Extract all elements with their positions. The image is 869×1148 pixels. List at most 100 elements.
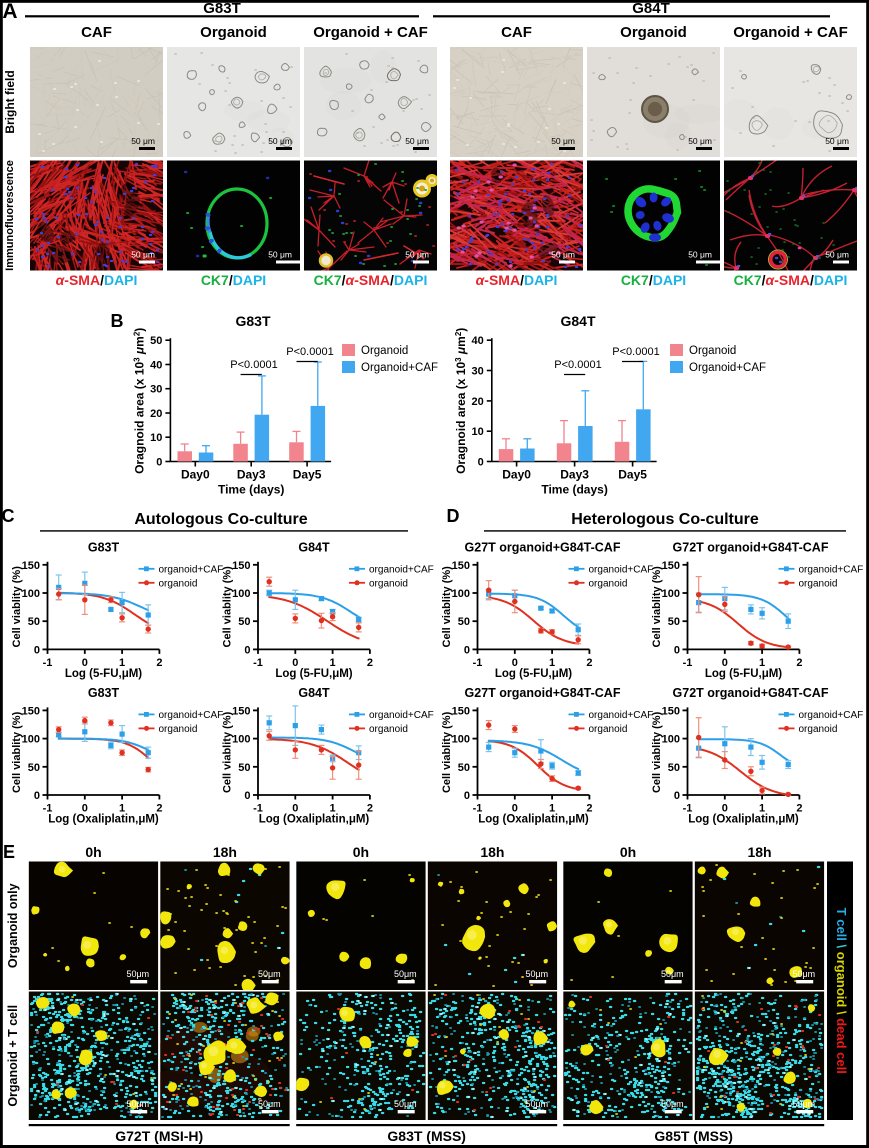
- svg-text:0: 0: [722, 803, 728, 815]
- svg-text:Autologous Co-culture: Autologous Co-culture: [134, 511, 307, 528]
- svg-text:G83T (MSS): G83T (MSS): [387, 1128, 466, 1144]
- svg-text:0: 0: [292, 803, 298, 815]
- svg-text:50 μm: 50 μm: [551, 136, 575, 146]
- svg-text:organoid+CAF: organoid+CAF: [159, 564, 224, 575]
- svg-text:Organoid + CAF: Organoid + CAF: [733, 24, 848, 41]
- svg-text:P<0.0001: P<0.0001: [286, 346, 333, 358]
- svg-text:Bright field: Bright field: [3, 70, 17, 133]
- svg-text:-1: -1: [683, 657, 693, 669]
- svg-text:50 μm: 50 μm: [268, 136, 292, 146]
- svg-text:G72T (MSI-H): G72T (MSI-H): [115, 1128, 203, 1144]
- svg-text:Day0: Day0: [181, 468, 210, 482]
- svg-text:Cell viablity (%): Cell viablity (%): [651, 711, 663, 793]
- svg-text:Log (Oxaliplatin,μM): Log (Oxaliplatin,μM): [48, 814, 159, 826]
- svg-text:50 μm: 50 μm: [131, 250, 155, 260]
- svg-text:0: 0: [244, 790, 250, 802]
- svg-text:50μm: 50μm: [792, 969, 815, 979]
- svg-text:50 μm: 50 μm: [551, 250, 575, 260]
- svg-text:150: 150: [662, 560, 680, 572]
- svg-text:0: 0: [478, 457, 484, 469]
- svg-text:organoid+CAF: organoid+CAF: [369, 710, 434, 721]
- svg-text:G27T organoid+G84T-CAF: G27T organoid+G84T-CAF: [465, 686, 621, 700]
- svg-text:-1: -1: [473, 657, 483, 669]
- svg-text:2: 2: [156, 657, 162, 669]
- svg-text:G84T: G84T: [560, 313, 595, 329]
- svg-text:20: 20: [472, 396, 484, 408]
- svg-text:30: 30: [150, 384, 162, 396]
- svg-text:18h: 18h: [213, 844, 237, 860]
- svg-text:1: 1: [119, 657, 125, 669]
- svg-text:1: 1: [330, 803, 336, 815]
- svg-text:100: 100: [232, 734, 250, 746]
- svg-text:Cell viablity (%): Cell viablity (%): [222, 711, 234, 793]
- svg-text:organoid+CAF: organoid+CAF: [369, 564, 434, 575]
- svg-text:30: 30: [472, 366, 484, 378]
- svg-text:0: 0: [82, 657, 88, 669]
- svg-text:organoid: organoid: [369, 724, 408, 735]
- svg-text:Organoid: Organoid: [200, 24, 267, 41]
- svg-text:CK7/DAPI: CK7/DAPI: [621, 272, 686, 288]
- svg-text:50 μm: 50 μm: [131, 136, 155, 146]
- svg-text:T cell \ organoid \ dead cell: T cell \ organoid \ dead cell: [834, 908, 849, 1074]
- svg-text:E: E: [3, 842, 15, 862]
- svg-text:G84T: G84T: [298, 686, 330, 700]
- svg-text:0: 0: [34, 790, 40, 802]
- svg-text:CAF: CAF: [81, 24, 112, 41]
- svg-text:Oragnoid area (x 103 μm2): Oragnoid area (x 103 μm2): [132, 328, 147, 474]
- svg-text:P<0.0001: P<0.0001: [554, 359, 601, 371]
- svg-text:0: 0: [34, 644, 40, 656]
- svg-text:2: 2: [796, 657, 802, 669]
- svg-text:Day5: Day5: [618, 468, 647, 482]
- svg-text:Log (Oxaliplatin,μM): Log (Oxaliplatin,μM): [688, 814, 799, 826]
- svg-text:Log (5-FU,μM): Log (5-FU,μM): [275, 668, 352, 680]
- svg-text:2: 2: [586, 803, 592, 815]
- svg-text:Cell viablity (%): Cell viablity (%): [441, 711, 453, 793]
- svg-text:50μm: 50μm: [258, 1099, 281, 1109]
- svg-text:1: 1: [759, 657, 765, 669]
- svg-text:CAF: CAF: [501, 24, 532, 41]
- svg-text:0: 0: [674, 790, 680, 802]
- svg-text:organoid+CAF: organoid+CAF: [799, 564, 864, 575]
- svg-text:organoid: organoid: [159, 724, 198, 735]
- svg-text:D: D: [447, 506, 460, 526]
- svg-text:Day3: Day3: [237, 468, 266, 482]
- svg-text:50: 50: [668, 616, 680, 628]
- svg-text:Cell viablity (%): Cell viablity (%): [11, 566, 23, 648]
- svg-text:50: 50: [150, 335, 162, 347]
- svg-text:50μm: 50μm: [394, 1099, 417, 1109]
- svg-text:50μm: 50μm: [661, 1099, 684, 1109]
- svg-text:10: 10: [150, 432, 162, 444]
- svg-text:C: C: [2, 506, 15, 526]
- svg-text:P<0.0001: P<0.0001: [612, 346, 659, 358]
- svg-text:150: 150: [22, 705, 40, 717]
- svg-text:organoid: organoid: [589, 724, 628, 735]
- svg-text:50 μm: 50 μm: [268, 250, 292, 260]
- svg-text:organoid: organoid: [799, 578, 838, 589]
- svg-text:1: 1: [549, 803, 555, 815]
- svg-text:Log (Oxaliplatin,μM): Log (Oxaliplatin,μM): [478, 814, 589, 826]
- svg-text:10: 10: [472, 426, 484, 438]
- svg-text:-1: -1: [43, 657, 53, 669]
- svg-text:50 μm: 50 μm: [405, 250, 429, 260]
- svg-text:150: 150: [22, 560, 40, 572]
- svg-text:50: 50: [458, 616, 470, 628]
- svg-text:-1: -1: [43, 803, 53, 815]
- svg-text:50μm: 50μm: [258, 969, 281, 979]
- svg-text:100: 100: [452, 588, 470, 600]
- svg-text:50: 50: [668, 762, 680, 774]
- svg-text:Organoid + T cell: Organoid + T cell: [6, 1005, 20, 1107]
- svg-text:Log (5-FU,μM): Log (5-FU,μM): [65, 668, 142, 680]
- svg-text:2: 2: [796, 803, 802, 815]
- svg-text:Immunofluorescence: Immunofluorescence: [4, 160, 16, 271]
- svg-text:Organoid + CAF: Organoid + CAF: [313, 24, 428, 41]
- svg-text:50: 50: [28, 762, 40, 774]
- svg-text:Day0: Day0: [502, 468, 531, 482]
- svg-text:G72T organoid+G84T-CAF: G72T organoid+G84T-CAF: [673, 686, 829, 700]
- svg-text:G83T: G83T: [88, 540, 120, 554]
- svg-text:2: 2: [367, 803, 373, 815]
- svg-text:50: 50: [238, 616, 250, 628]
- svg-text:1: 1: [119, 803, 125, 815]
- svg-text:Log (5-FU,μM): Log (5-FU,μM): [495, 668, 572, 680]
- svg-text:50μm: 50μm: [661, 969, 684, 979]
- svg-text:50μm: 50μm: [792, 1099, 815, 1109]
